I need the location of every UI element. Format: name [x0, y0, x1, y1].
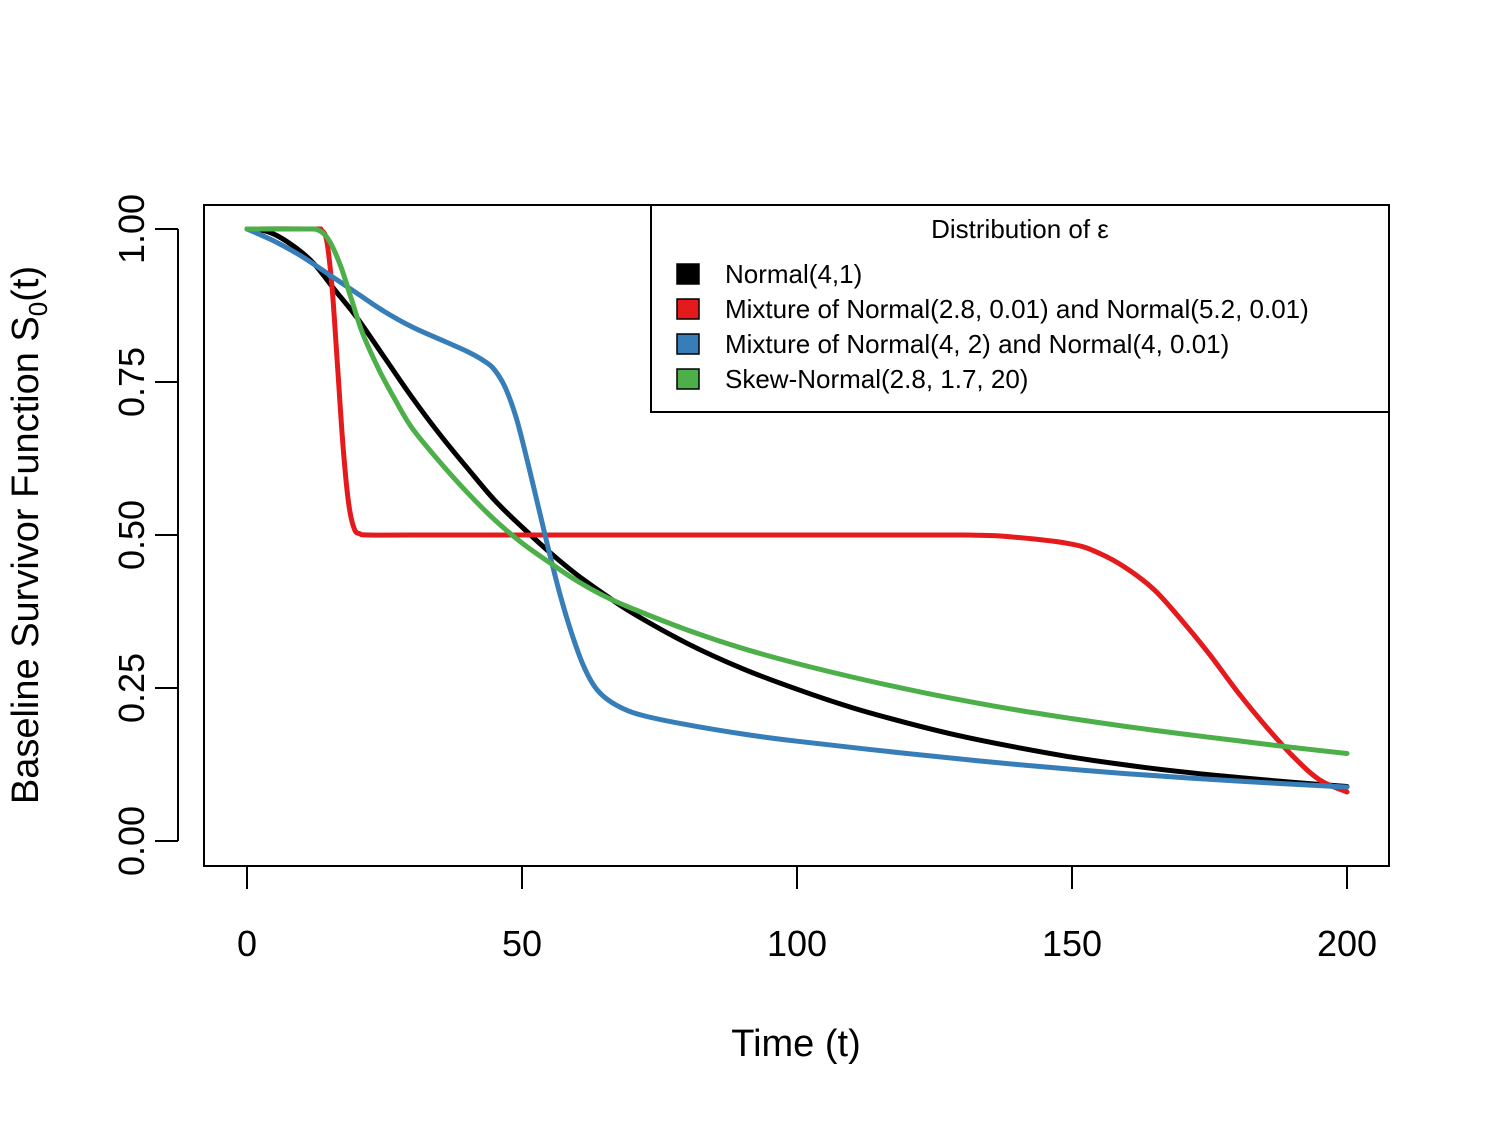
- y-tick-label: 0.25: [111, 653, 152, 723]
- legend-swatch: [676, 298, 700, 320]
- y-axis-title: Baseline Survivor Function S0(t): [5, 266, 53, 804]
- legend-title: Distribution of ε: [931, 214, 1109, 244]
- y-axis: 0.00 0.25 0.50 0.75 1.00: [111, 194, 179, 876]
- y-axis-title-main: Baseline Survivor Function S: [5, 316, 47, 804]
- x-axis-title: Time (t): [731, 1023, 860, 1065]
- x-tick-label: 50: [502, 923, 542, 964]
- x-tick-label: 0: [237, 923, 257, 964]
- y-tick-label: 1.00: [111, 194, 152, 264]
- series-line-mixture-bimodal: [244, 226, 1350, 795]
- x-tick-label: 100: [767, 923, 827, 964]
- legend-swatch: [676, 368, 700, 390]
- x-axis: 0 50 100 150 200: [237, 865, 1377, 964]
- legend-box: [650, 204, 1390, 413]
- y-tick-label: 0.50: [111, 500, 152, 570]
- y-tick-label: 0.00: [111, 806, 152, 876]
- y-axis-title-subscript: 0: [23, 302, 53, 316]
- series-line-skew-normal: [244, 226, 1350, 756]
- x-tick-label: 150: [1042, 923, 1102, 964]
- legend-label: Skew-Normal(2.8, 1.7, 20): [725, 364, 1028, 394]
- legend-label: Normal(4,1): [725, 259, 862, 289]
- y-axis-title-tail: (t): [5, 266, 47, 302]
- x-tick-label: 200: [1317, 923, 1377, 964]
- legend-label: Mixture of Normal(4, 2) and Normal(4, 0.…: [725, 329, 1229, 359]
- legend-label: Mixture of Normal(2.8, 0.01) and Normal(…: [725, 294, 1309, 324]
- series-line-mixture-scale: [244, 226, 1350, 790]
- legend-swatch: [676, 333, 700, 355]
- y-tick-label: 0.75: [111, 347, 152, 417]
- legend-swatch: [676, 263, 700, 285]
- legend: Distribution of ε Normal(4,1) Mixture of …: [650, 204, 1390, 413]
- series-layer: [244, 226, 1350, 795]
